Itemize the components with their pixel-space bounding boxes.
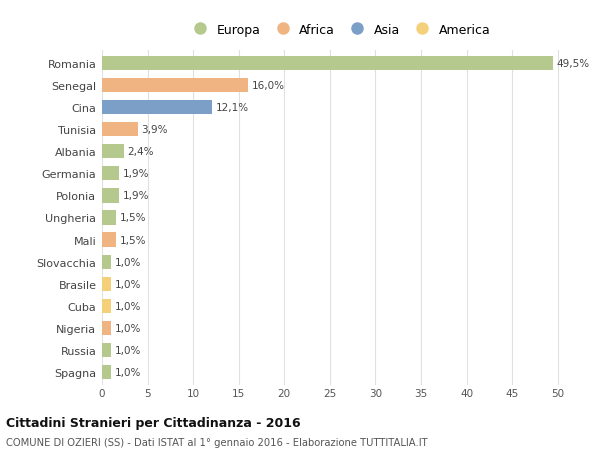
Text: 1,9%: 1,9% bbox=[123, 169, 149, 179]
Bar bbox=[102, 78, 248, 93]
Bar bbox=[102, 211, 116, 225]
Bar bbox=[102, 167, 119, 181]
Bar bbox=[102, 321, 111, 336]
Bar bbox=[102, 123, 137, 137]
Bar bbox=[102, 56, 553, 71]
Bar bbox=[102, 343, 111, 358]
Text: 1,0%: 1,0% bbox=[115, 301, 141, 311]
Bar bbox=[102, 277, 111, 291]
Text: COMUNE DI OZIERI (SS) - Dati ISTAT al 1° gennaio 2016 - Elaborazione TUTTITALIA.: COMUNE DI OZIERI (SS) - Dati ISTAT al 1°… bbox=[6, 437, 428, 447]
Text: 1,5%: 1,5% bbox=[119, 213, 146, 223]
Text: 1,0%: 1,0% bbox=[115, 323, 141, 333]
Text: Cittadini Stranieri per Cittadinanza - 2016: Cittadini Stranieri per Cittadinanza - 2… bbox=[6, 416, 301, 429]
Text: 2,4%: 2,4% bbox=[128, 147, 154, 157]
Text: 1,0%: 1,0% bbox=[115, 279, 141, 289]
Text: 1,9%: 1,9% bbox=[123, 191, 149, 201]
Bar bbox=[102, 233, 116, 247]
Text: 1,5%: 1,5% bbox=[119, 235, 146, 245]
Bar bbox=[102, 255, 111, 269]
Text: 49,5%: 49,5% bbox=[557, 59, 590, 69]
Text: 12,1%: 12,1% bbox=[216, 103, 249, 113]
Bar bbox=[102, 365, 111, 380]
Text: 3,9%: 3,9% bbox=[141, 125, 167, 135]
Text: 1,0%: 1,0% bbox=[115, 257, 141, 267]
Text: 16,0%: 16,0% bbox=[251, 81, 284, 91]
Text: 1,0%: 1,0% bbox=[115, 345, 141, 355]
Text: 1,0%: 1,0% bbox=[115, 367, 141, 377]
Bar bbox=[102, 101, 212, 115]
Bar bbox=[102, 189, 119, 203]
Legend: Europa, Africa, Asia, America: Europa, Africa, Asia, America bbox=[184, 20, 494, 40]
Bar bbox=[102, 145, 124, 159]
Bar bbox=[102, 299, 111, 313]
